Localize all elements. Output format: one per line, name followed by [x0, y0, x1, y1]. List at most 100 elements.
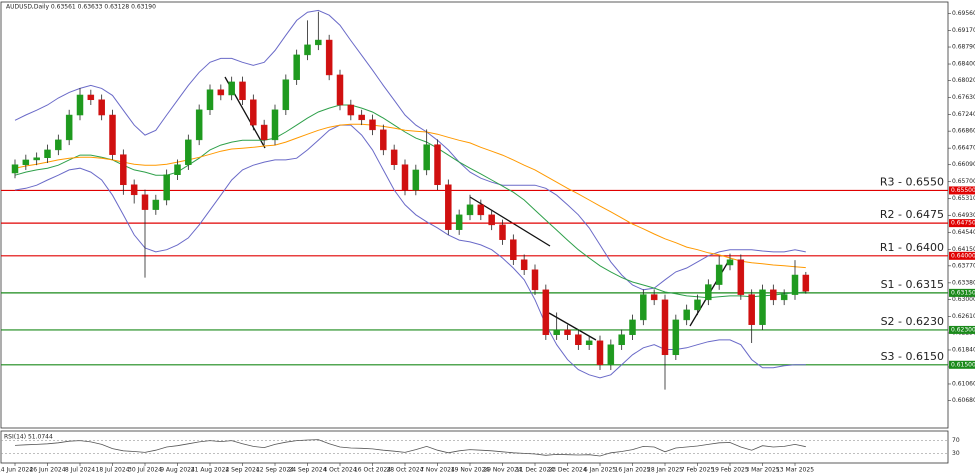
candle-body: [575, 334, 582, 345]
candle-body: [640, 294, 647, 321]
x-tick-label: 6 Jan 2025: [584, 467, 616, 474]
candle-body: [434, 144, 441, 186]
candle-body: [629, 319, 636, 335]
candle-body: [87, 94, 95, 101]
candle-body: [401, 164, 409, 191]
candle-body: [780, 294, 788, 301]
y-tick-label: 0.69170: [952, 27, 975, 34]
candle-body: [250, 99, 257, 126]
level-tag: [949, 360, 975, 369]
y-tick-label: 0.66090: [952, 161, 975, 168]
price-panel: [0, 1, 949, 429]
y-tick-label: 0.66860: [952, 128, 975, 135]
level-label: S3 - 0.6150: [881, 350, 944, 363]
level-tag-label: 0.61500: [951, 361, 975, 368]
y-tick-label: 0.64930: [952, 212, 975, 219]
x-tick-label: 3 Mar 2025: [745, 467, 779, 474]
trendline: [469, 196, 551, 247]
x-tick-label: 16 Oct 2024: [354, 467, 391, 474]
candle-body: [445, 184, 452, 230]
candle-body: [618, 334, 625, 345]
candle-body: [358, 114, 365, 121]
candle-body: [380, 129, 387, 151]
candle-body: [76, 94, 84, 116]
candle-body: [661, 299, 669, 356]
x-tick-label: 18 Jul 2024: [96, 467, 130, 474]
rsi-tick-label: 70: [952, 437, 960, 444]
level-tag-label: 0.64750: [951, 220, 975, 227]
candle-body: [412, 169, 420, 191]
x-tick-label: 19 Feb 2025: [711, 467, 749, 474]
candle-body: [715, 264, 723, 285]
candle-body: [791, 274, 799, 295]
y-tick-label: 0.68790: [952, 44, 975, 51]
candle-body: [477, 204, 485, 216]
x-tick-label: 7 Feb 2025: [681, 467, 715, 474]
candle-body: [109, 114, 116, 155]
candle-body: [737, 259, 745, 295]
x-tick-label: 16 Jan 2025: [615, 467, 651, 474]
rsi-tick-label: 30: [952, 450, 960, 457]
level-tag: [949, 186, 975, 195]
candle-body: [347, 104, 355, 116]
y-tick-label: 0.67630: [952, 94, 975, 101]
x-tick-label: 7 Nov 2024: [420, 467, 455, 474]
candle-body: [141, 194, 149, 210]
y-tick-label: 0.63770: [952, 262, 975, 269]
candle-body: [585, 340, 593, 345]
candle-body: [271, 109, 279, 141]
candle-body: [228, 81, 235, 96]
candle-body: [304, 44, 311, 56]
overlay-line: [14, 123, 806, 269]
candle-body: [65, 114, 73, 141]
level-tag-label: 0.65500: [951, 187, 975, 194]
level-tag: [949, 325, 975, 334]
candle-body: [163, 174, 170, 201]
y-tick-label: 0.64150: [952, 246, 975, 253]
candle-body: [315, 39, 322, 46]
candle-body: [694, 299, 701, 311]
candle-body: [553, 329, 560, 335]
candle-body: [499, 224, 506, 240]
level-label: R2 - 0.6475: [880, 208, 944, 221]
rsi-title: RSI(14) 51.0744: [4, 434, 53, 441]
candle-body: [369, 119, 376, 131]
candle-body: [120, 154, 127, 186]
level-label: R1 - 0.6400: [880, 241, 944, 254]
candle-body: [510, 239, 517, 260]
x-tick-label: 2 Sep 2024: [225, 467, 259, 474]
x-tick-label: 9 Aug 2024: [160, 467, 195, 474]
candle-body: [130, 184, 138, 196]
candle-body: [564, 329, 571, 335]
candle-body: [390, 149, 398, 165]
candle-body: [152, 199, 160, 210]
candle-body: [759, 289, 766, 325]
y-tick-label: 0.60680: [952, 397, 975, 404]
y-tick-label: 0.67240: [952, 111, 975, 118]
candle-body: [455, 214, 463, 230]
x-tick-label: 11 Dec 2024: [516, 467, 555, 474]
level-tag-label: 0.64000: [951, 252, 975, 259]
candle-body: [683, 309, 690, 321]
x-tick-label: 28 Jan 2025: [647, 467, 683, 474]
level-tag: [949, 219, 975, 228]
y-tick-label: 0.66470: [952, 145, 975, 152]
candle-body: [174, 164, 181, 175]
candle-body: [44, 149, 51, 158]
level-tag: [949, 251, 975, 260]
x-tick-label: 24 Sep 2024: [288, 467, 326, 474]
x-tick-label: 28 Oct 2024: [386, 467, 423, 474]
candle-body: [423, 144, 430, 171]
candle-body: [770, 289, 777, 301]
candle-body: [726, 259, 734, 266]
y-tick-label: 0.63000: [952, 296, 975, 303]
candle-body: [650, 294, 658, 301]
x-tick-label: 19 Nov 2024: [451, 467, 490, 474]
candle-body: [488, 214, 495, 226]
candle-body: [206, 89, 214, 111]
rsi-line: [14, 439, 806, 457]
candle-body: [705, 284, 712, 301]
candle-body: [98, 99, 105, 116]
candle-body: [607, 344, 615, 366]
